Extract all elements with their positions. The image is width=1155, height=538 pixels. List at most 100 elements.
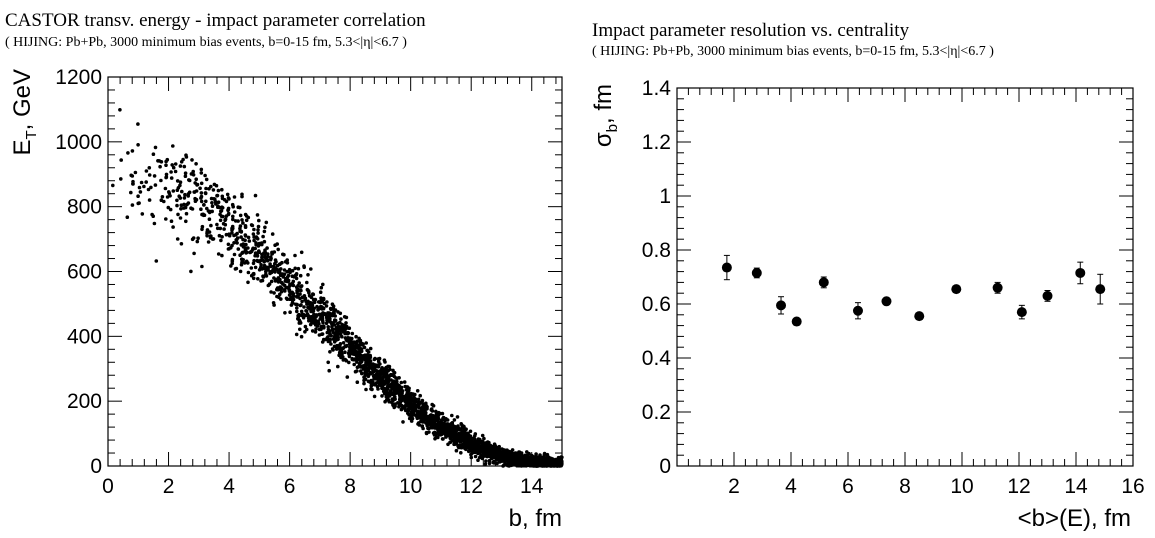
scatter-point bbox=[144, 180, 148, 184]
scatter-point bbox=[309, 267, 313, 271]
scatter-point bbox=[475, 441, 480, 445]
scatter-point bbox=[168, 194, 172, 198]
scatter-point bbox=[265, 267, 270, 272]
scatter-point bbox=[254, 243, 258, 247]
scatter-point bbox=[166, 205, 171, 210]
scatter-point bbox=[209, 184, 213, 189]
scatter-point bbox=[287, 267, 292, 272]
scatter-point bbox=[167, 190, 171, 194]
scatter-point bbox=[383, 387, 388, 392]
x-tick-label: 14 bbox=[520, 475, 544, 498]
scatter-point bbox=[345, 331, 350, 336]
scatter-point bbox=[205, 206, 209, 211]
scatter-point bbox=[147, 198, 152, 202]
scatter-point bbox=[450, 422, 454, 426]
x-tick-label: 8 bbox=[899, 475, 911, 498]
scatter-point bbox=[238, 224, 243, 228]
scatter-point bbox=[378, 362, 382, 366]
scatter-point bbox=[289, 303, 294, 307]
scatter-point bbox=[517, 458, 521, 463]
scatter-point bbox=[283, 260, 288, 264]
scatter-point bbox=[326, 327, 331, 332]
y-tick-label: 600 bbox=[67, 261, 102, 284]
scatter-point bbox=[414, 413, 419, 417]
scatter-point bbox=[287, 288, 292, 292]
scatter-point bbox=[293, 253, 297, 258]
scatter-point bbox=[302, 305, 306, 309]
scatter-point bbox=[316, 306, 321, 310]
scatter-point bbox=[376, 387, 380, 391]
scatter-point bbox=[306, 273, 310, 277]
scatter-point bbox=[214, 202, 218, 206]
data-point bbox=[776, 300, 787, 311]
y-axis-label: σb, fm bbox=[590, 84, 621, 147]
scatter-point bbox=[329, 342, 333, 346]
scatter-point bbox=[234, 238, 239, 242]
scatter-point bbox=[336, 364, 340, 369]
scatter-point bbox=[392, 374, 397, 379]
scatter-point bbox=[326, 311, 330, 315]
scatter-point bbox=[337, 353, 341, 358]
scatter-point bbox=[231, 214, 235, 219]
scatter-point bbox=[272, 250, 277, 254]
scatter-point bbox=[384, 379, 389, 384]
scatter-point bbox=[140, 212, 145, 216]
scatter-point bbox=[220, 206, 225, 210]
x-axis-label: <b>(E), fm bbox=[1018, 505, 1131, 532]
scatter-point bbox=[358, 353, 363, 357]
scatter-point bbox=[268, 255, 273, 259]
scatter-point bbox=[232, 195, 237, 199]
scatter-point bbox=[146, 187, 151, 192]
scatter-point bbox=[142, 184, 146, 189]
scatter-point bbox=[177, 194, 181, 198]
scatter-point bbox=[462, 424, 466, 429]
scatter-point bbox=[175, 198, 179, 203]
data-point bbox=[914, 311, 925, 322]
scatter-point bbox=[204, 177, 209, 182]
scatter-point bbox=[487, 461, 492, 466]
scatter-point bbox=[283, 311, 287, 315]
scatter-point bbox=[423, 413, 428, 418]
scatter-point bbox=[216, 200, 221, 204]
scatter-point bbox=[239, 262, 244, 267]
y-tick-label: 0 bbox=[659, 455, 671, 478]
scatter-point bbox=[298, 292, 302, 296]
scatter-point bbox=[257, 218, 261, 223]
scatter-point bbox=[311, 306, 316, 311]
scatter-point bbox=[342, 323, 347, 328]
y-tick-label: 0.4 bbox=[642, 347, 672, 370]
scatter-point bbox=[264, 220, 269, 225]
y-tick-label: 800 bbox=[67, 196, 102, 219]
scatter-point bbox=[430, 402, 435, 407]
scatter-point bbox=[368, 353, 373, 358]
scatter-point bbox=[469, 448, 473, 453]
scatter-point bbox=[281, 252, 285, 257]
scatter-point bbox=[355, 360, 359, 364]
scatter-point bbox=[216, 188, 221, 193]
x-tick-label: 14 bbox=[1064, 475, 1088, 498]
scatter-point bbox=[406, 395, 410, 399]
scatter-point bbox=[165, 157, 170, 162]
scatter-point bbox=[176, 212, 180, 217]
scatter-point bbox=[183, 192, 187, 197]
scatter-point bbox=[220, 235, 224, 239]
scatter-point bbox=[374, 364, 378, 369]
scatter-point bbox=[126, 151, 130, 155]
scatter-point bbox=[327, 368, 332, 373]
scatter-point bbox=[238, 229, 242, 233]
scatter-point bbox=[473, 449, 478, 453]
scatter-point bbox=[344, 315, 349, 320]
scatter-point bbox=[311, 292, 315, 296]
scatter-point bbox=[248, 250, 252, 255]
y-tick-label: 0.8 bbox=[642, 239, 671, 262]
scatter-point bbox=[308, 303, 312, 307]
scatter-point bbox=[341, 329, 346, 334]
scatter-point bbox=[230, 257, 235, 262]
scatter-point bbox=[226, 211, 231, 216]
scatter-point bbox=[194, 177, 198, 181]
scatter-point bbox=[179, 203, 184, 207]
scatter-point bbox=[341, 346, 345, 351]
y-tick-label: 0.6 bbox=[642, 293, 671, 316]
scatter-point bbox=[484, 452, 489, 457]
data-point bbox=[791, 316, 802, 327]
